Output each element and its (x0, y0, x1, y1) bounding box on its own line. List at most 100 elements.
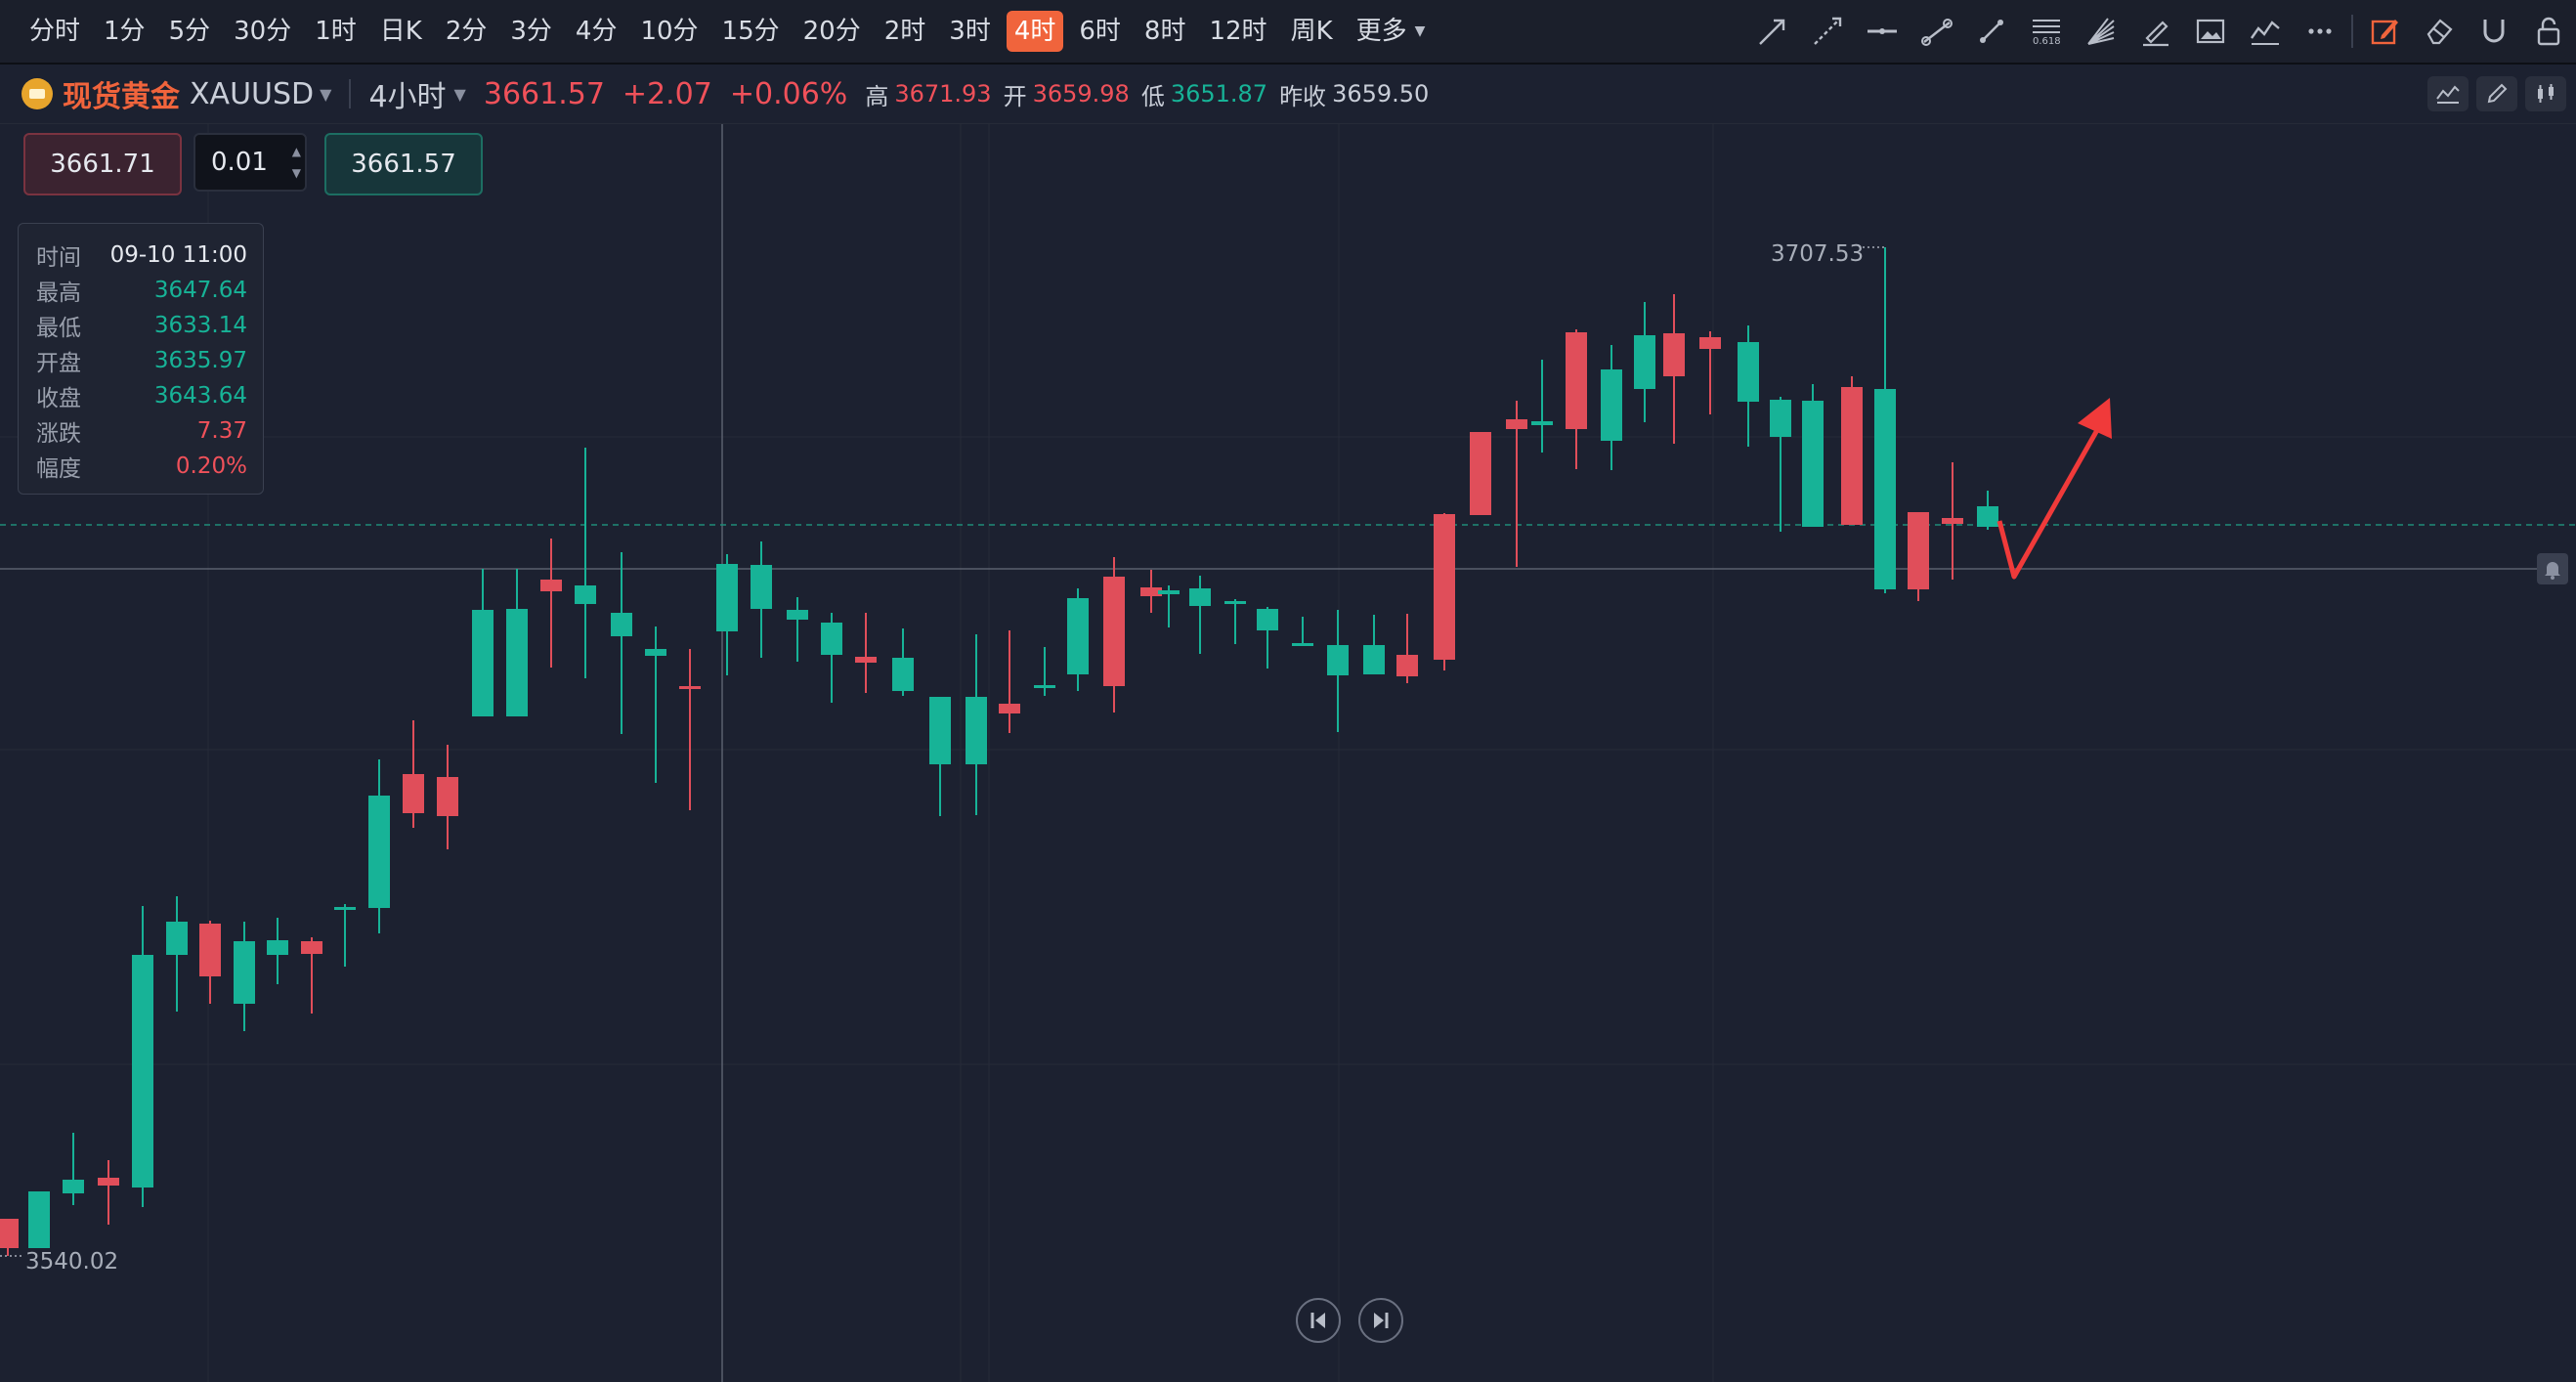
lock-icon[interactable] (2521, 0, 2576, 63)
candle-body (267, 940, 288, 955)
horizontal-line-icon[interactable] (1855, 0, 1910, 63)
period-tab[interactable]: 15分 (721, 17, 780, 46)
period-tab[interactable]: 4分 (575, 17, 618, 46)
annotation-arrow-head (2078, 398, 2112, 439)
gann-fan-icon[interactable] (2074, 0, 2128, 63)
lot-down-arrow-icon[interactable]: ▼ (291, 166, 301, 180)
period-tab[interactable]: 30分 (234, 17, 292, 46)
candle-body (1158, 590, 1180, 594)
candle-body (1103, 577, 1125, 686)
candle-body (506, 609, 528, 716)
playback-next-button[interactable] (1358, 1298, 1403, 1343)
candle-settings-icon[interactable] (2525, 76, 2566, 111)
period-tab[interactable]: 4时 (1006, 11, 1064, 52)
candle-body (999, 704, 1020, 713)
period-tab[interactable]: 6时 (1079, 17, 1121, 46)
period-tab[interactable]: 3时 (949, 17, 991, 46)
max-price-label: 3707.53 (1771, 241, 1864, 267)
brush-icon[interactable] (2128, 0, 2183, 63)
period-tab[interactable]: 8时 (1143, 17, 1186, 46)
info-row: 幅度 0.20% (36, 449, 247, 484)
period-tab[interactable]: 1分 (104, 17, 146, 46)
edit-draw-icon[interactable] (2357, 0, 2412, 63)
candle-body (1908, 512, 1929, 589)
indicator-icon[interactable] (2427, 76, 2469, 111)
period-tab[interactable]: 2时 (883, 17, 926, 46)
candle-body (301, 941, 322, 954)
candle-body (1189, 588, 1211, 606)
pencil-icon[interactable] (2476, 76, 2517, 111)
period-toolbar: 分时 1分 5分 30分 1时 日K 2分 3分 4分 10分 15分 20分 2时 3时 4时 6时 8时 12… (0, 0, 2576, 65)
info-key: 涨跌 (36, 421, 81, 447)
candle-body (1699, 337, 1721, 349)
interval-select[interactable]: 4小时 (368, 80, 447, 114)
period-tab[interactable]: 日K (379, 17, 422, 46)
low-label: 低 (1140, 82, 1165, 110)
sell-price-button[interactable]: 3661.71 (23, 133, 182, 195)
skip-back-icon (1310, 1313, 1325, 1328)
symbol-name[interactable]: 现货黄金 (63, 80, 180, 114)
info-row: 涨跌 7.37 (36, 413, 247, 449)
pattern-icon[interactable] (2238, 0, 2293, 63)
symbol-dropdown-caret-icon[interactable]: ▼ (320, 84, 332, 104)
period-tab[interactable]: 更多 (1355, 17, 1407, 46)
ray-icon[interactable] (1800, 0, 1855, 63)
candle-body (1327, 645, 1349, 675)
candle-body (1770, 400, 1791, 437)
divider (349, 79, 352, 108)
candle-body (575, 585, 596, 604)
annotation-arrow-line (1996, 421, 2104, 580)
arrow-line-icon[interactable] (1745, 0, 1800, 63)
period-tab[interactable]: 3分 (510, 17, 552, 46)
period-tab[interactable]: 12时 (1209, 17, 1267, 46)
period-tab[interactable]: 20分 (802, 17, 861, 46)
lot-size-input[interactable]: 0.01 ▲ ▼ (193, 133, 307, 192)
magnet-icon[interactable] (2467, 0, 2521, 63)
period-tab[interactable]: 10分 (640, 17, 699, 46)
info-key: 收盘 (36, 386, 81, 411)
skip-forward-icon (1374, 1313, 1389, 1328)
info-key: 时间 (36, 245, 81, 271)
candle-body (751, 565, 772, 609)
info-value: 09-10 11:00 (109, 242, 247, 268)
candle-body (855, 657, 877, 663)
more-dots-icon[interactable] (2293, 0, 2347, 63)
candlestick-chart[interactable]: 3707.53 3540.02 (0, 124, 2576, 1382)
image-icon[interactable] (2183, 0, 2238, 63)
candle-body (1434, 514, 1455, 660)
candle-info-panel: 时间 09-10 11:00 最高 3647.64 最低 3633.14 开盘 3635.97… (18, 223, 264, 495)
trend-line-icon[interactable] (1964, 0, 2019, 63)
eraser-icon[interactable] (2412, 0, 2467, 63)
period-tab[interactable]: 分时 (29, 17, 81, 46)
candle-body (368, 796, 390, 908)
period-tab[interactable]: 1时 (315, 17, 357, 46)
info-key: 幅度 (36, 456, 81, 482)
fibonacci-icon[interactable]: 0.618 (2019, 0, 2074, 63)
symbol-code[interactable]: XAUUSD (190, 76, 315, 111)
candle-body (716, 564, 738, 631)
interval-dropdown-caret-icon[interactable]: ▼ (453, 84, 466, 104)
lot-up-arrow-icon[interactable]: ▲ (291, 145, 301, 158)
candle-body (1034, 685, 1055, 688)
buy-price-button[interactable]: 3661.57 (324, 133, 483, 195)
tool-divider (2351, 15, 2353, 48)
candle-body (1566, 332, 1587, 429)
period-tab[interactable]: 5分 (168, 17, 211, 46)
info-row: 最低 3633.14 (36, 308, 247, 343)
info-value: 3635.97 (153, 348, 247, 373)
candle-body (1977, 506, 1998, 527)
price-alert-bell-icon[interactable] (2537, 553, 2568, 584)
playback-prev-button[interactable] (1296, 1298, 1341, 1343)
candle-body (1257, 609, 1278, 630)
period-tab[interactable]: 周K (1290, 17, 1333, 46)
period-tab[interactable]: 2分 (445, 17, 488, 46)
lot-size-value: 0.01 (211, 148, 268, 177)
price-change-pct: +0.06% (729, 76, 848, 111)
candle-body (63, 1180, 84, 1193)
info-row: 开盘 3635.97 (36, 343, 247, 378)
info-row: 收盘 3643.64 (36, 378, 247, 413)
drawing-tools: 0.618 (1745, 0, 2576, 63)
candle-body (1067, 598, 1089, 674)
segment-icon[interactable] (1910, 0, 1964, 63)
candle-body (1363, 645, 1385, 674)
